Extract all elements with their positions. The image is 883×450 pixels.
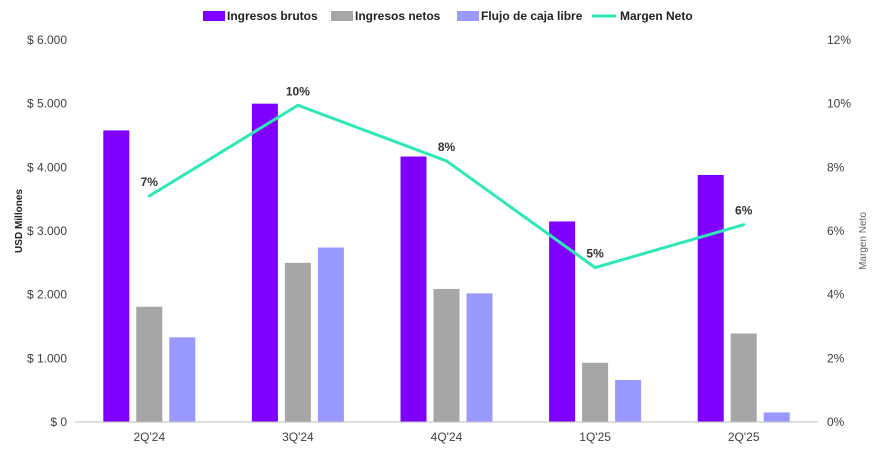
legend-label: Margen Neto — [620, 9, 693, 23]
bar-ingresos-brutos-2 — [400, 156, 427, 422]
x-tick-label: 1Q'25 — [579, 430, 611, 444]
bar-ingresos-netos-4 — [730, 333, 757, 422]
margin-neto-data-label: 10% — [286, 84, 310, 98]
margin-neto-point — [742, 223, 746, 227]
x-tick-label: 2Q'25 — [728, 430, 760, 444]
margin-neto-point — [296, 103, 300, 107]
y-right-tick-label: 4% — [827, 288, 845, 302]
margin-neto-point — [147, 194, 151, 198]
margin-neto-data-label: 6% — [735, 204, 753, 218]
legend-label: Ingresos brutos — [227, 9, 318, 23]
legend-swatch — [203, 11, 225, 21]
bar-ingresos-brutos-3 — [549, 221, 576, 422]
bar-ingresos-brutos-1 — [251, 103, 278, 423]
y-left-tick-label: $ 4.000 — [27, 160, 67, 174]
legend-swatch — [457, 11, 479, 21]
legend-swatch — [331, 11, 353, 21]
x-axis: 2Q'24 3Q'24 4Q'24 1Q'25 2Q'25 — [75, 421, 818, 444]
x-tick-label: 2Q'24 — [133, 430, 165, 444]
margin-neto-line — [148, 103, 745, 270]
y-left-tick-label: $ 2.000 — [27, 288, 67, 302]
margin-neto-data-label: 5% — [586, 247, 604, 261]
y-left-tick-label: $ 5.000 — [27, 97, 67, 111]
y-right-tick-label: 10% — [827, 97, 851, 111]
margin-neto-point — [593, 266, 597, 270]
legend-label: Flujo de caja libre — [481, 9, 583, 23]
bar-ingresos-netos-2 — [433, 288, 460, 422]
bar-ingresos-brutos-4 — [697, 174, 724, 422]
legend-label: Ingresos netos — [355, 9, 441, 23]
bar-ingresos-netos-3 — [582, 362, 609, 422]
margin-neto-point — [445, 159, 448, 163]
bar-flujo-de-caja-libre-0 — [169, 337, 196, 422]
y-right-tick-label: 6% — [827, 224, 845, 238]
bar-flujo-de-caja-libre-1 — [317, 247, 344, 422]
y-left-tick-label: $ 3.000 — [27, 224, 67, 238]
x-tick-label: 3Q'24 — [282, 430, 314, 444]
margin-line-group: 7% 10% 8% 5% 6% — [141, 84, 753, 270]
legend: Ingresos brutos Ingresos netos Flujo de ca… — [203, 9, 693, 23]
margin-neto-data-label: 7% — [141, 175, 159, 189]
y-right-axis-title: Margen Neto — [858, 212, 869, 270]
bar-ingresos-netos-0 — [136, 306, 163, 422]
bar-flujo-de-caja-libre-2 — [466, 293, 493, 422]
bars — [103, 103, 790, 423]
y-right-tick-label: 0% — [827, 415, 845, 429]
y-right-tick-label: 8% — [827, 160, 845, 174]
bar-flujo-de-caja-libre-4 — [763, 412, 790, 422]
bar-ingresos-netos-1 — [284, 262, 311, 422]
bar-flujo-de-caja-libre-3 — [615, 379, 642, 422]
y-left-tick-label: $ 1.000 — [27, 351, 67, 365]
y-right-tick-label: 12% — [827, 33, 851, 47]
y-left-axis-title: USD Millones — [14, 189, 25, 253]
y-right-tick-label: 2% — [827, 351, 845, 365]
y-left-tick-label: $ 6.000 — [27, 33, 67, 47]
left-axis: $ 0 $ 1.000 $ 2.000 $ 3.000 $ 4.000 $ 5.000 $ … — [14, 33, 67, 429]
right-axis: 0% 2% 4% 6% 8% 10% 12% Margen Neto — [827, 33, 869, 429]
bar-ingresos-brutos-0 — [103, 130, 130, 422]
y-left-tick-label: $ 0 — [50, 415, 67, 429]
x-tick-label: 4Q'24 — [431, 430, 463, 444]
margin-neto-data-label: 8% — [438, 140, 456, 154]
